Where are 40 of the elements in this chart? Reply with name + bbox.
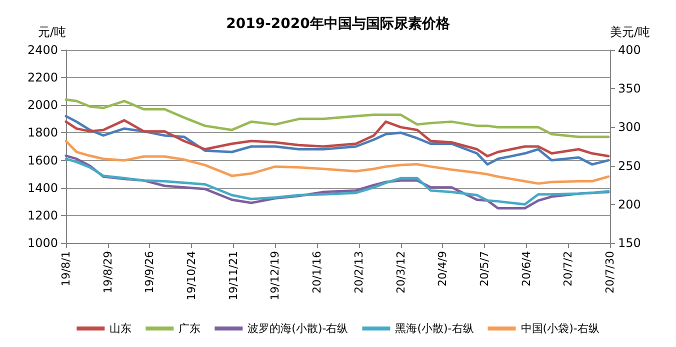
y2-tick-label: 400	[618, 43, 641, 57]
y2-tick-label: 150	[618, 236, 641, 250]
y-tick-label: 1200	[27, 208, 58, 222]
x-tick-label: 19/10/24	[185, 251, 198, 300]
legend-label: 中国(小袋)-右纵	[520, 322, 600, 335]
legend-label: 广东	[178, 322, 201, 335]
y-tick-label: 1800	[27, 126, 58, 140]
y2-tick-label: 250	[618, 158, 641, 173]
legend-label: 黑海(小散)-右纵	[395, 322, 474, 335]
y-tick-label: 2400	[27, 43, 58, 57]
y-tick-label: 2200	[27, 70, 58, 85]
x-tick-label: 19/8/1	[60, 251, 72, 286]
y2-tick-label: 300	[618, 120, 641, 134]
x-tick-label: 20/2/13	[352, 251, 366, 294]
x-tick-label: 20/5/7	[478, 251, 491, 286]
x-tick-label: 20/7/2	[562, 251, 575, 286]
y-tick-label: 1400	[27, 180, 58, 195]
y-axis-title: 元/吨	[38, 25, 66, 39]
line-series	[64, 119, 610, 158]
line-series	[64, 140, 610, 185]
line-series	[64, 98, 610, 138]
y2-tick-label: 200	[618, 197, 641, 212]
x-tick-label: 20/3/12	[394, 251, 408, 294]
y2-axis-title: 美元/吨	[610, 25, 650, 39]
y2-tick-label: 350	[618, 82, 641, 96]
x-tick-label: 20/4/9	[436, 251, 450, 286]
line-series	[64, 114, 610, 166]
y-tick-label: 1000	[27, 236, 58, 250]
x-tick-label: 20/7/30	[604, 251, 616, 294]
x-tick-label: 19/11/21	[226, 251, 240, 300]
x-tick-label: 19/8/29	[101, 251, 114, 294]
y-tick-label: 2000	[27, 98, 58, 112]
x-tick-label: 19/12/19	[268, 251, 282, 300]
x-tick-label: 19/9/26	[143, 251, 156, 294]
chart-title: 2019-2020年中国与国际尿素价格	[226, 16, 451, 32]
x-tick-label: 20/1/16	[310, 251, 324, 294]
legend-label: 山东	[110, 322, 132, 335]
y-tick-label: 1600	[27, 153, 58, 168]
legend-label: 波罗的海(小散)-右纵	[248, 322, 348, 335]
x-tick-label: 20/6/4	[520, 251, 533, 286]
